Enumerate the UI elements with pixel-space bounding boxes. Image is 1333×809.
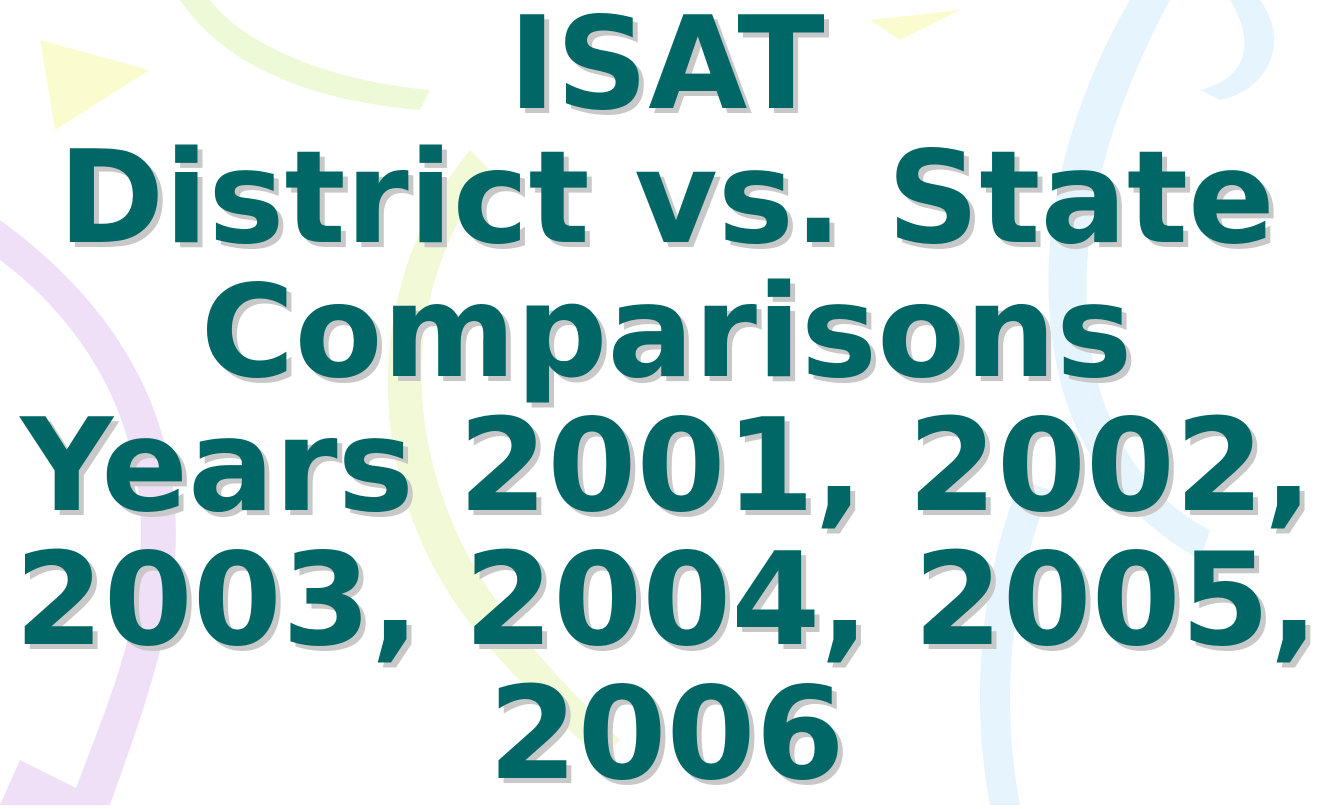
slide-title: ISAT District vs. State Comparisons Year… <box>0 0 1333 802</box>
title-line: Years 2001, 2002, <box>0 400 1333 534</box>
title-line: Comparisons <box>0 266 1333 400</box>
title-line: District vs. State <box>0 132 1333 266</box>
title-line: 2006 <box>0 668 1333 802</box>
slide: ISAT District vs. State Comparisons Year… <box>0 0 1333 805</box>
title-line: ISAT <box>0 0 1333 132</box>
title-line: 2003, 2004, 2005, <box>0 534 1333 668</box>
